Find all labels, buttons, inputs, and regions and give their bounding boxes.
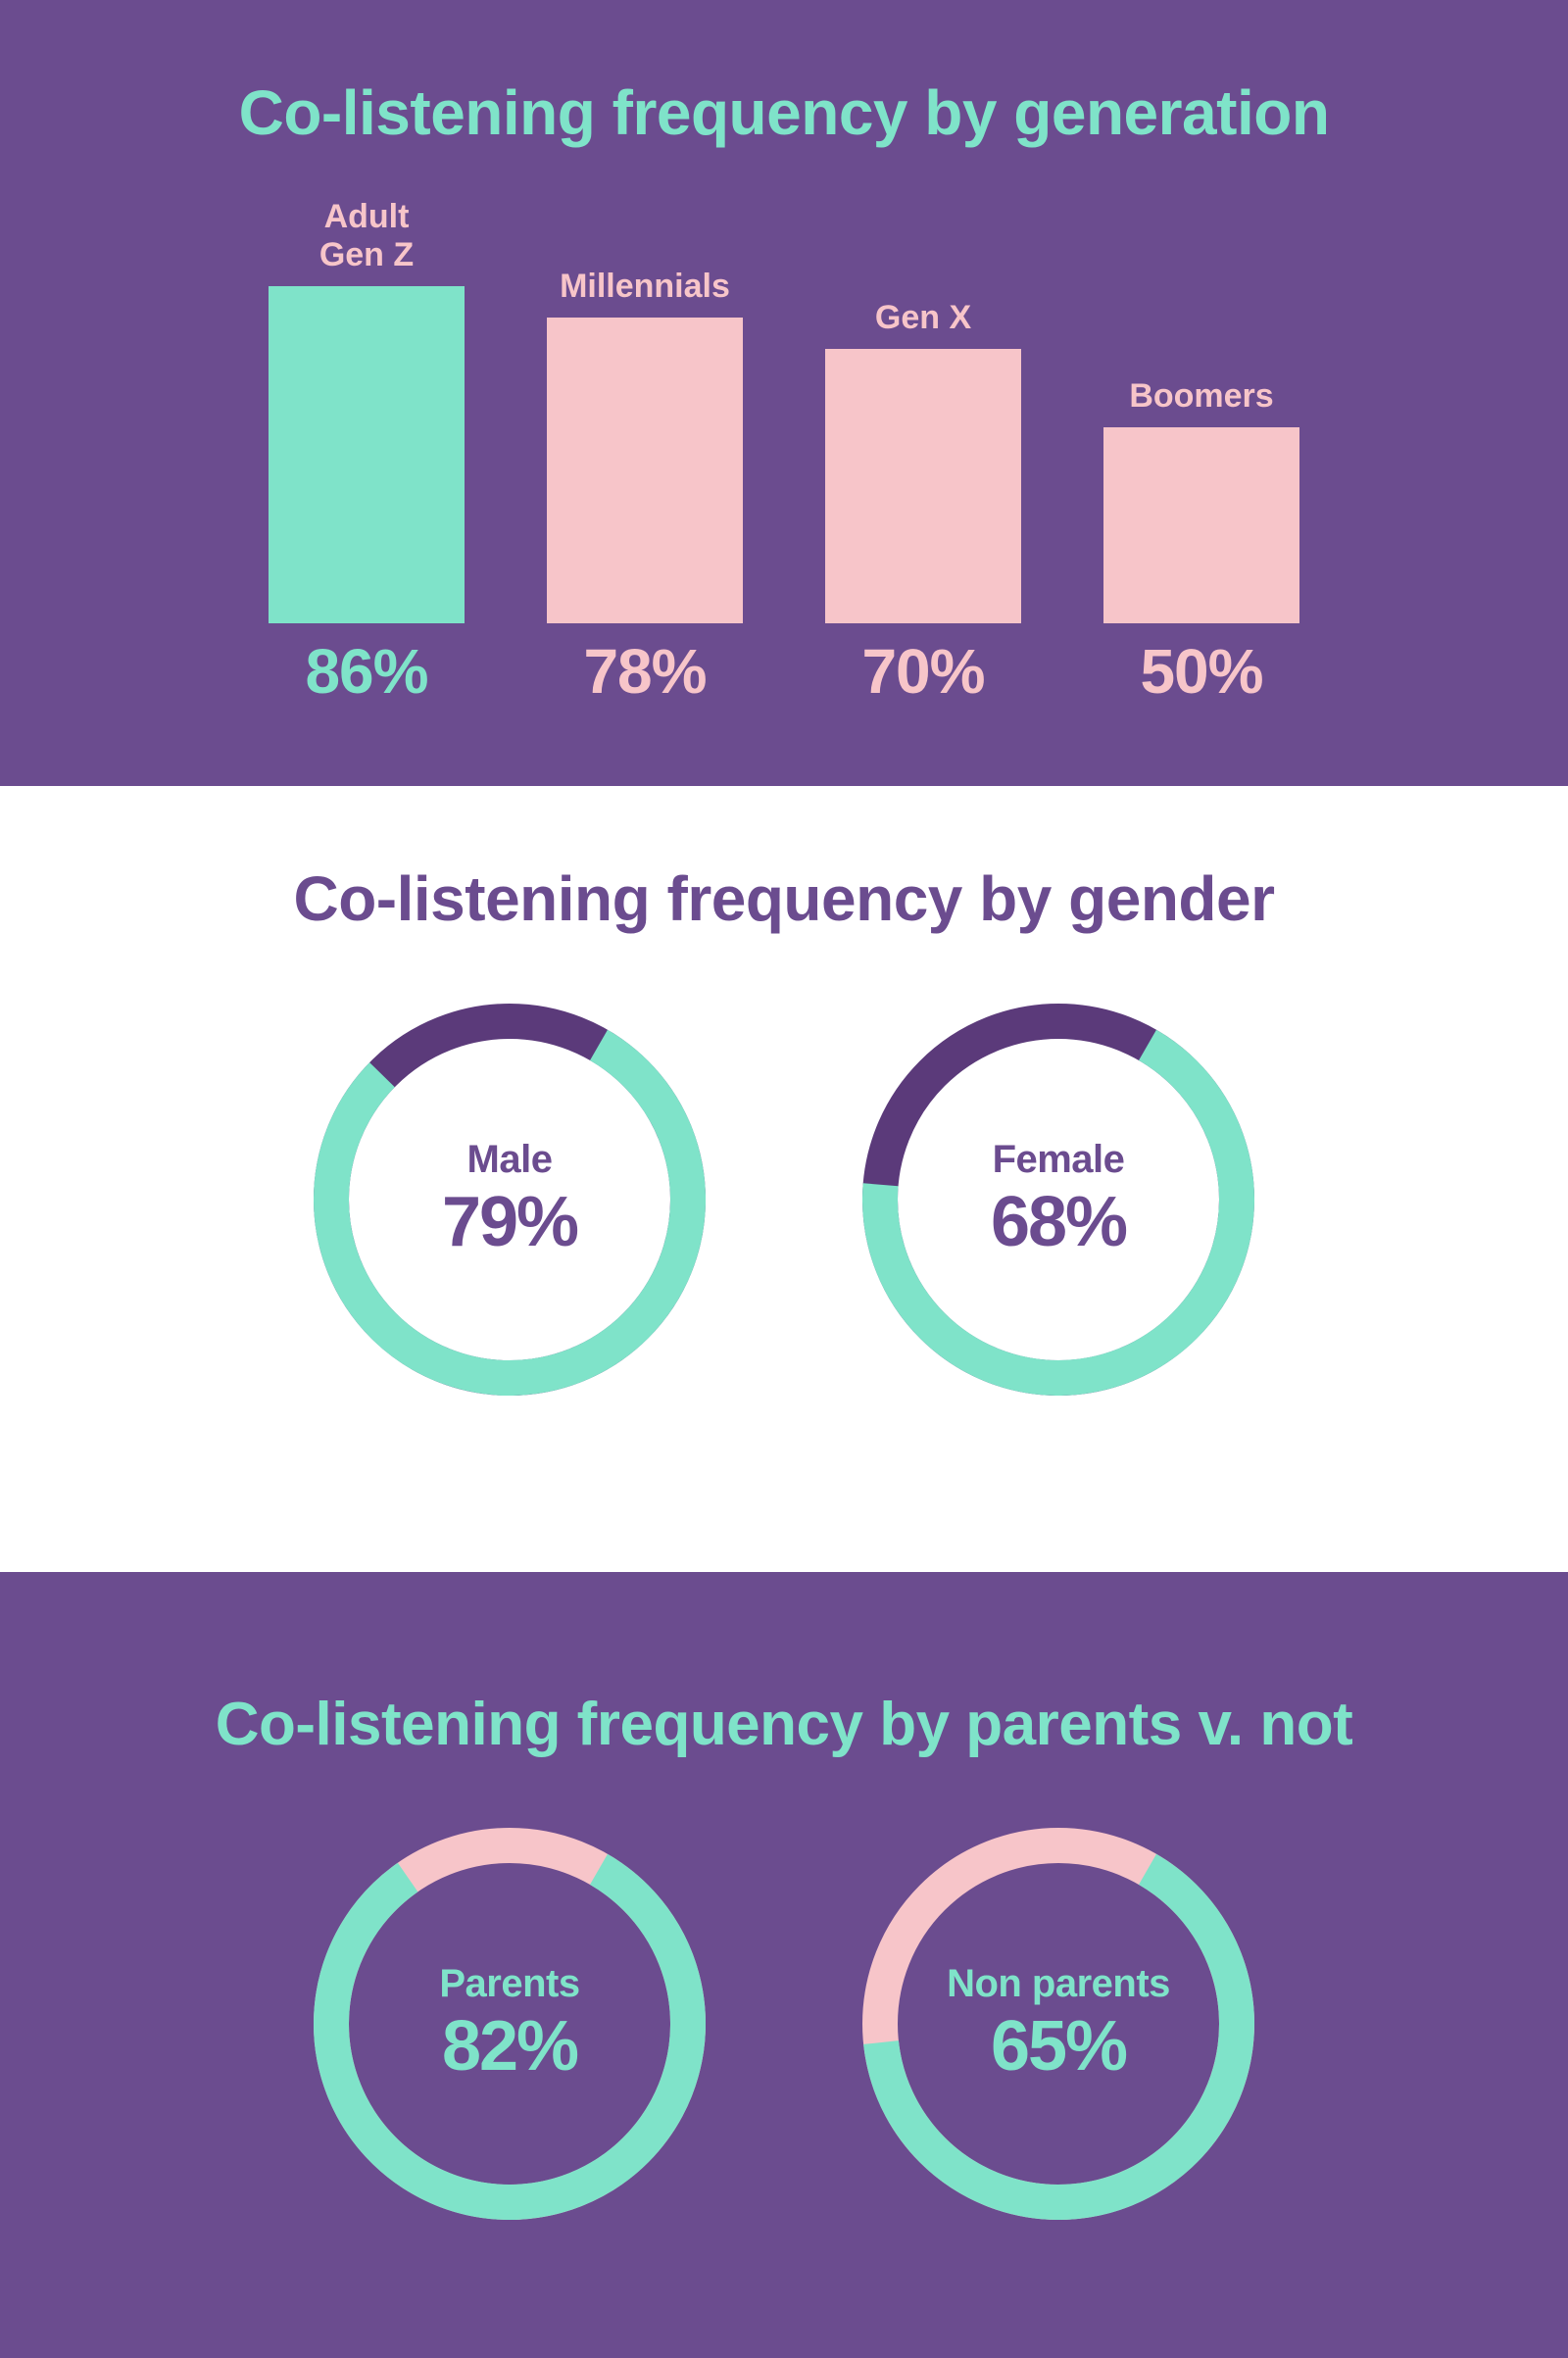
donut-value: 82%: [439, 2006, 579, 2087]
bar-millennials: Millennials 78%: [547, 268, 743, 708]
donut-male: Male 79%: [314, 1004, 706, 1396]
donut-label: Parents: [439, 1962, 579, 2006]
donut-center: Female 68%: [991, 1138, 1126, 1262]
parents-panel: Co-listening frequency by parents v. not…: [0, 1572, 1568, 2358]
bar-label: Gen X: [875, 299, 971, 337]
bar-rect: [825, 349, 1021, 623]
donut-center: Male 79%: [442, 1138, 577, 1262]
bar-label: Millennials: [560, 268, 730, 306]
donut-parents: Parents 82%: [314, 1828, 706, 2220]
bar-value: 86%: [305, 635, 427, 708]
generation-bars: Adult Gen Z 86% Millennials 78% Gen X 70…: [269, 198, 1299, 708]
bar-rect: [269, 286, 465, 623]
bar-rect: [1103, 427, 1299, 623]
donut-nonparents: Non parents 65%: [862, 1828, 1254, 2220]
bar-value: 70%: [861, 635, 984, 708]
bar-boomers: Boomers 50%: [1103, 377, 1299, 708]
donut-label: Non parents: [947, 1962, 1170, 2006]
donut-female: Female 68%: [862, 1004, 1254, 1396]
generation-title: Co-listening frequency by generation: [239, 0, 1330, 149]
parents-donuts: Parents 82% Non parents 65%: [314, 1828, 1254, 2220]
donut-label: Female: [991, 1138, 1126, 1182]
bar-rect: [547, 318, 743, 623]
generation-panel: Co-listening frequency by generation Adu…: [0, 0, 1568, 786]
donut-value: 68%: [991, 1182, 1126, 1262]
gender-donuts: Male 79% Female 68%: [314, 1004, 1254, 1396]
bar-label: Adult Gen Z: [319, 198, 414, 274]
donut-value: 65%: [947, 2006, 1170, 2087]
bar-label: Boomers: [1129, 377, 1273, 416]
bar-value: 50%: [1140, 635, 1262, 708]
parents-title: Co-listening frequency by parents v. not: [216, 1572, 1352, 1759]
donut-center: Non parents 65%: [947, 1962, 1170, 2087]
gender-title: Co-listening frequency by gender: [293, 786, 1274, 935]
donut-label: Male: [442, 1138, 577, 1182]
bar-genz: Adult Gen Z 86%: [269, 198, 465, 708]
donut-center: Parents 82%: [439, 1962, 579, 2087]
bar-value: 78%: [583, 635, 706, 708]
gender-panel: Co-listening frequency by gender Male 79…: [0, 786, 1568, 1572]
donut-value: 79%: [442, 1182, 577, 1262]
bar-genx: Gen X 70%: [825, 299, 1021, 708]
